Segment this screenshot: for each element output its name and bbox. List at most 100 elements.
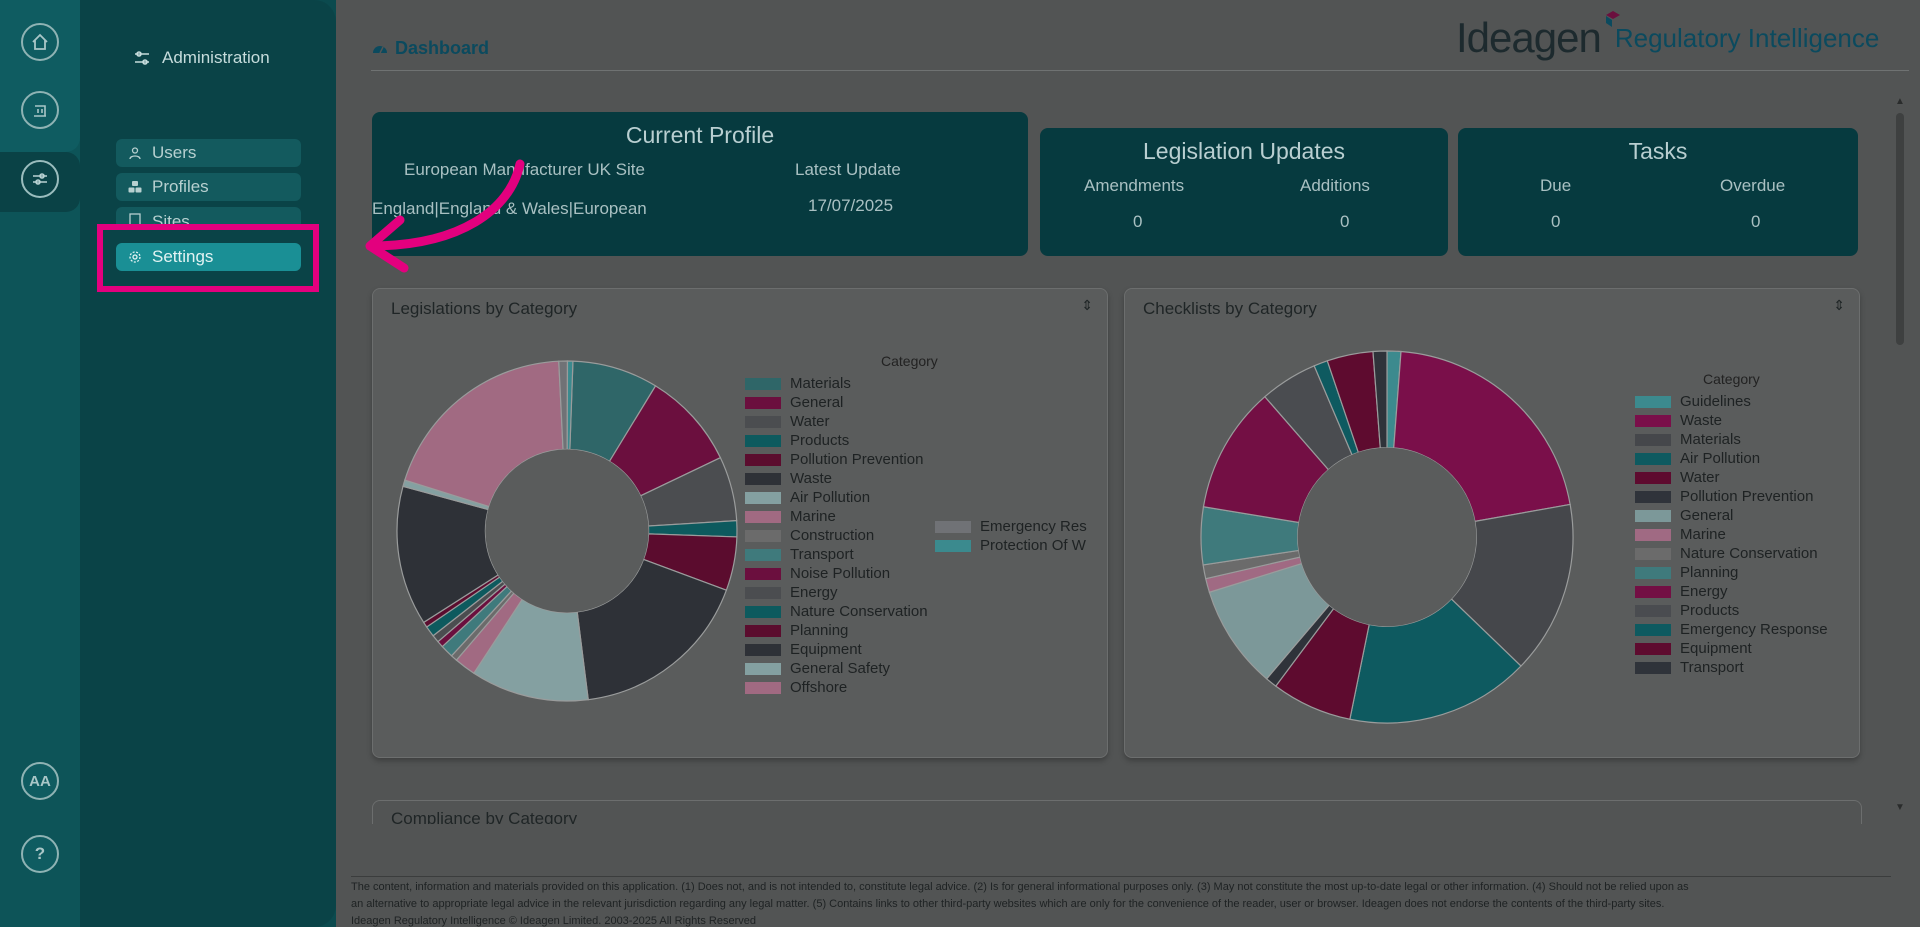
amendments-value[interactable]: 0 bbox=[1133, 212, 1143, 231]
legend-swatch bbox=[1635, 433, 1671, 446]
due-value[interactable]: 0 bbox=[1551, 212, 1561, 231]
gear-icon bbox=[129, 251, 141, 263]
sidebar-item-users[interactable]: Users bbox=[116, 139, 301, 167]
legend-item[interactable]: Equipment bbox=[1635, 639, 1828, 658]
sidebar-item-settings[interactable]: Settings bbox=[116, 243, 301, 271]
legend-swatch bbox=[1635, 623, 1671, 636]
legend-swatch bbox=[745, 624, 781, 637]
legend-item[interactable]: Emergency Res bbox=[935, 517, 1087, 536]
sort-icon[interactable]: ⇕ bbox=[1081, 297, 1093, 313]
legend-label: Planning bbox=[790, 622, 849, 639]
sliders-icon[interactable] bbox=[21, 160, 59, 198]
text-size-icon[interactable]: AA bbox=[21, 762, 59, 800]
legend-item[interactable]: Guidelines bbox=[1635, 392, 1828, 411]
legend-label: General Safety bbox=[790, 660, 891, 677]
scroll-down-arrow[interactable]: ▼ bbox=[1895, 802, 1905, 813]
legend-swatch bbox=[745, 510, 781, 523]
legend-item[interactable]: Protection Of W bbox=[935, 536, 1087, 555]
building-icon[interactable] bbox=[21, 91, 59, 129]
legend-item[interactable]: Planning bbox=[745, 621, 928, 640]
help-icon[interactable]: ? bbox=[21, 835, 59, 873]
legend-label: Air Pollution bbox=[790, 489, 871, 506]
legend-item[interactable]: Emergency Response bbox=[1635, 620, 1828, 639]
legend-swatch bbox=[745, 662, 781, 675]
sort-icon[interactable]: ⇕ bbox=[1833, 297, 1845, 313]
scrollbar-thumb[interactable] bbox=[1896, 113, 1904, 345]
legend-label: Products bbox=[790, 432, 850, 449]
legend-item[interactable]: Construction bbox=[745, 526, 928, 545]
legend-swatch bbox=[1635, 452, 1671, 465]
legend-item[interactable]: Equipment bbox=[745, 640, 928, 659]
legend-item[interactable]: Materials bbox=[745, 374, 928, 393]
sidebar-title: Administration bbox=[132, 48, 270, 68]
legend-item[interactable]: Marine bbox=[1635, 525, 1828, 544]
legend-item[interactable]: Energy bbox=[745, 583, 928, 602]
header-divider bbox=[371, 70, 1909, 71]
latest-update-date: 17/07/2025 bbox=[808, 196, 894, 215]
checklists-chart-panel: Checklists by Category ⇕ Category Guidel… bbox=[1124, 288, 1860, 758]
footer-line: The content, information and materials p… bbox=[351, 881, 1689, 893]
sidebar-item-profiles[interactable]: Profiles bbox=[116, 173, 301, 201]
legend-label: Waste bbox=[790, 470, 832, 487]
profile-jurisdiction: England|England & Wales|European Union_E… bbox=[372, 199, 647, 228]
legend-item[interactable]: Energy bbox=[1635, 582, 1828, 601]
legend-label: General bbox=[790, 394, 844, 411]
legend-item[interactable]: Water bbox=[1635, 468, 1828, 487]
legend-item[interactable]: Nature Conservation bbox=[1635, 544, 1828, 563]
legend-label: Noise Pollution bbox=[790, 565, 891, 582]
legend-label: Materials bbox=[1680, 431, 1741, 448]
legend-item[interactable]: Nature Conservation bbox=[745, 602, 928, 621]
user-icon bbox=[129, 147, 141, 160]
legend-swatch bbox=[745, 396, 781, 409]
legend-label: Pollution Prevention bbox=[790, 451, 924, 468]
sliders-icon bbox=[135, 51, 149, 65]
legend-item[interactable]: Products bbox=[745, 431, 928, 450]
legend-item[interactable]: Waste bbox=[745, 469, 928, 488]
legislation-updates-card[interactable]: Legislation Updates Amendments Additions… bbox=[1040, 128, 1448, 256]
legend-label: Waste bbox=[1680, 412, 1722, 429]
legend-item[interactable]: Pollution Prevention bbox=[745, 450, 928, 469]
legend-item[interactable]: Transport bbox=[1635, 658, 1828, 677]
legend-item[interactable]: General bbox=[1635, 506, 1828, 525]
overdue-value[interactable]: 0 bbox=[1751, 212, 1761, 231]
legend-swatch bbox=[1635, 471, 1671, 484]
checklists-donut-chart[interactable] bbox=[1197, 347, 1577, 727]
legend-item[interactable]: Pollution Prevention bbox=[1635, 487, 1828, 506]
legend-item[interactable]: General bbox=[745, 393, 928, 412]
card-title: Tasks bbox=[1628, 138, 1688, 164]
legend-item[interactable]: General Safety bbox=[745, 659, 928, 678]
legend-swatch bbox=[745, 681, 781, 694]
legend-label: Protection Of W bbox=[980, 537, 1086, 554]
due-label: Due bbox=[1540, 176, 1572, 195]
legend-item[interactable]: Planning bbox=[1635, 563, 1828, 582]
legend-item[interactable]: Transport bbox=[745, 545, 928, 564]
legend-label: Transport bbox=[790, 546, 854, 563]
legend-item[interactable]: Noise Pollution bbox=[745, 564, 928, 583]
legend-item[interactable]: Air Pollution bbox=[745, 488, 928, 507]
additions-value[interactable]: 0 bbox=[1340, 212, 1350, 231]
tasks-card[interactable]: Tasks Due Overdue 0 0 bbox=[1458, 128, 1858, 256]
home-icon[interactable] bbox=[21, 23, 59, 61]
current-profile-card[interactable]: Current Profile European Manufacturer UK… bbox=[372, 112, 1028, 256]
chart-title: Checklists by Category bbox=[1143, 299, 1317, 318]
legend-swatch bbox=[745, 529, 781, 542]
legend-item[interactable]: Marine bbox=[745, 507, 928, 526]
legend-item[interactable]: Offshore bbox=[745, 678, 928, 697]
chart-legend-overflow: Emergency Res Protection Of W bbox=[935, 517, 1087, 555]
legend-swatch bbox=[935, 539, 971, 552]
highlight-box bbox=[97, 224, 319, 292]
legend-label: Planning bbox=[1680, 564, 1739, 581]
gauge-icon bbox=[373, 45, 387, 53]
legend-swatch bbox=[1635, 585, 1671, 598]
legend-item[interactable]: Waste bbox=[1635, 411, 1828, 430]
legend-label: Marine bbox=[1680, 526, 1726, 543]
legend-item[interactable]: Air Pollution bbox=[1635, 449, 1828, 468]
scroll-up-arrow[interactable]: ▲ bbox=[1895, 96, 1905, 107]
legend-item[interactable]: Water bbox=[745, 412, 928, 431]
legend-swatch bbox=[1635, 509, 1671, 522]
legend-title: Category bbox=[881, 353, 938, 369]
sidebar-item-label: Profiles bbox=[152, 177, 209, 196]
legend-item[interactable]: Materials bbox=[1635, 430, 1828, 449]
legend-item[interactable]: Products bbox=[1635, 601, 1828, 620]
legislations-donut-chart[interactable] bbox=[393, 357, 741, 705]
